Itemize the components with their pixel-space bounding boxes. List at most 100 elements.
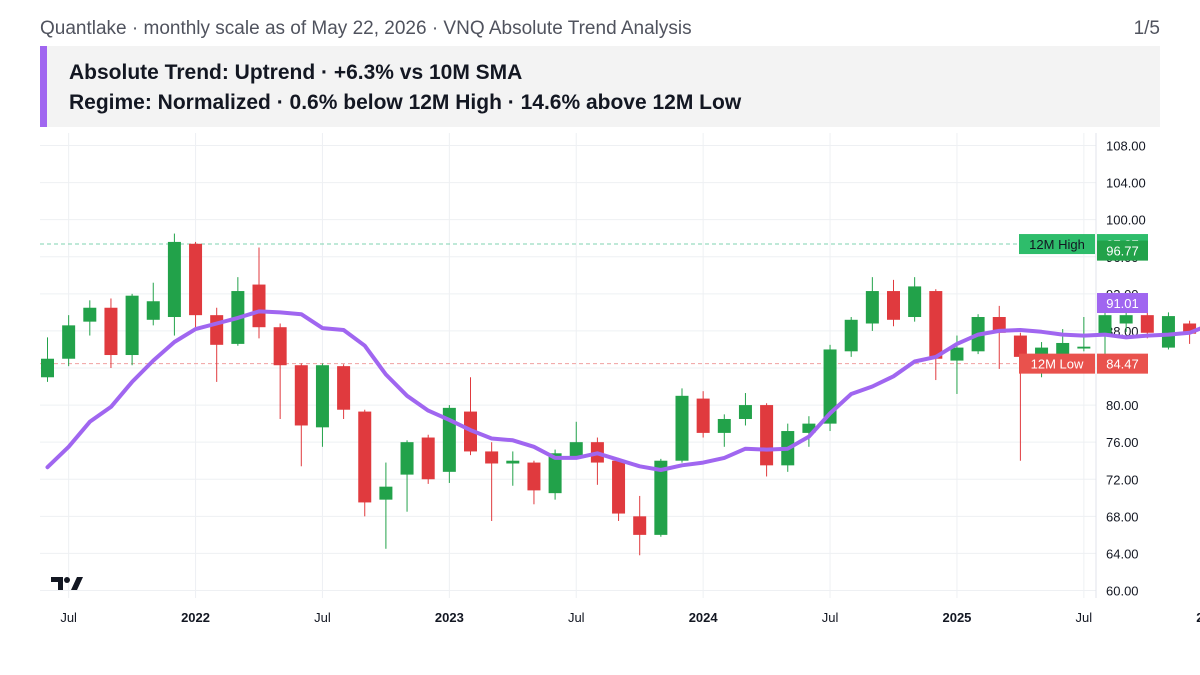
candle-body bbox=[950, 347, 964, 361]
sma-value-tag-bg bbox=[1097, 293, 1148, 314]
regime-status-line: Regime: Normalized · 0.6% below 12M High… bbox=[69, 91, 742, 114]
low-12m-label-bg bbox=[1019, 353, 1095, 374]
candle bbox=[273, 323, 287, 419]
y-tick-label: 100.00 bbox=[1106, 213, 1146, 228]
candle bbox=[929, 289, 943, 381]
candle bbox=[62, 315, 76, 367]
candle bbox=[633, 495, 647, 556]
candle-body bbox=[62, 325, 76, 359]
logo-mark-dot bbox=[64, 577, 70, 583]
page-indicator[interactable]: 1/5 bbox=[1133, 18, 1160, 39]
sma-10m-line bbox=[45, 309, 1200, 472]
low-12m-price-tag-text: 84.47 bbox=[1106, 357, 1139, 372]
candle-body bbox=[1119, 315, 1133, 324]
candle-body bbox=[506, 460, 520, 464]
candle-body bbox=[527, 462, 541, 491]
logo-mark-left bbox=[51, 577, 63, 590]
candle bbox=[485, 442, 499, 521]
candle-body bbox=[654, 460, 668, 535]
candle-body bbox=[358, 411, 372, 503]
last-price-tag-text: 96.77 bbox=[1106, 244, 1139, 259]
candle-body bbox=[315, 365, 329, 428]
candle bbox=[696, 391, 710, 438]
candle-body bbox=[1077, 346, 1091, 349]
candle-body bbox=[675, 395, 689, 461]
candle-body bbox=[104, 307, 118, 356]
candle bbox=[315, 363, 329, 447]
candle bbox=[612, 457, 626, 521]
candle bbox=[294, 363, 308, 467]
x-tick-label: Jul bbox=[568, 610, 585, 625]
chart-header: Quantlake · monthly scale as of May 22, … bbox=[40, 18, 1160, 44]
logo-mark-right bbox=[71, 577, 83, 590]
candle-body bbox=[125, 295, 139, 356]
high-12m-label-bg bbox=[1019, 234, 1095, 255]
candle bbox=[104, 298, 118, 368]
candle-body bbox=[717, 418, 731, 433]
candle bbox=[992, 305, 1006, 369]
candle bbox=[865, 277, 879, 331]
candle-body bbox=[760, 405, 774, 466]
candle bbox=[1119, 312, 1133, 332]
candle bbox=[464, 377, 477, 456]
y-tick-label: 64.00 bbox=[1106, 546, 1139, 561]
candle-body bbox=[1056, 342, 1070, 356]
last-price-tag: 96.77 bbox=[1097, 240, 1148, 261]
candle bbox=[189, 241, 203, 330]
candles bbox=[41, 233, 1197, 556]
candle bbox=[844, 317, 858, 357]
candle-body bbox=[83, 307, 97, 322]
candle bbox=[527, 460, 541, 505]
candle-body bbox=[337, 366, 351, 410]
candle-body bbox=[379, 486, 393, 500]
candle-body bbox=[421, 437, 435, 480]
candle-body bbox=[485, 451, 499, 464]
candle-body bbox=[1013, 335, 1027, 357]
candle bbox=[167, 233, 181, 336]
y-tick-label: 104.00 bbox=[1106, 176, 1146, 191]
candle-body bbox=[1161, 316, 1175, 348]
candle-body bbox=[929, 291, 943, 359]
candle-body bbox=[738, 405, 752, 419]
x-tick-label: 2023 bbox=[435, 610, 464, 625]
candle-body bbox=[696, 398, 710, 433]
x-tick-label: 2026 bbox=[1196, 610, 1200, 625]
high-12m-label-text: 12M High bbox=[1029, 237, 1085, 252]
y-tick-label: 108.00 bbox=[1106, 139, 1146, 154]
candle-body bbox=[865, 291, 879, 324]
candle-body bbox=[294, 365, 308, 426]
candle-body bbox=[189, 243, 203, 316]
x-tick-label: 2022 bbox=[181, 610, 210, 625]
candle-body bbox=[146, 301, 160, 320]
high-12m-label: 12M High bbox=[1019, 234, 1095, 255]
candle-body bbox=[802, 423, 816, 433]
candle bbox=[358, 409, 372, 517]
candle bbox=[887, 279, 900, 327]
candle bbox=[210, 307, 224, 382]
candle bbox=[760, 403, 774, 477]
x-tick-label: 2025 bbox=[942, 610, 971, 625]
candle bbox=[1013, 332, 1027, 461]
low-12m-label-text: 12M Low bbox=[1031, 357, 1084, 372]
low-12m-price-tag-bg bbox=[1097, 353, 1148, 374]
candle-body bbox=[1098, 315, 1112, 335]
trend-status-line: Absolute Trend: Uptrend · +6.3% vs 10M S… bbox=[69, 61, 523, 84]
candle-body bbox=[1035, 347, 1049, 357]
trend-summary-panel: Absolute Trend: Uptrend · +6.3% vs 10M S… bbox=[40, 46, 1160, 127]
candle-body bbox=[1140, 315, 1154, 333]
candle-body bbox=[569, 442, 583, 457]
candle bbox=[569, 421, 583, 459]
candle bbox=[908, 277, 922, 322]
candle-body bbox=[400, 442, 414, 475]
candle bbox=[717, 414, 731, 447]
x-tick-label: Jul bbox=[822, 610, 839, 625]
candle-body bbox=[252, 284, 266, 328]
panel-accent-bar bbox=[40, 46, 47, 127]
candle bbox=[506, 451, 520, 486]
candle bbox=[400, 440, 414, 512]
sma-value-tag: 91.01 bbox=[1097, 293, 1148, 314]
y-tick-label: 80.00 bbox=[1106, 398, 1139, 413]
tradingview-logo bbox=[51, 577, 83, 590]
candle-body bbox=[633, 516, 647, 535]
